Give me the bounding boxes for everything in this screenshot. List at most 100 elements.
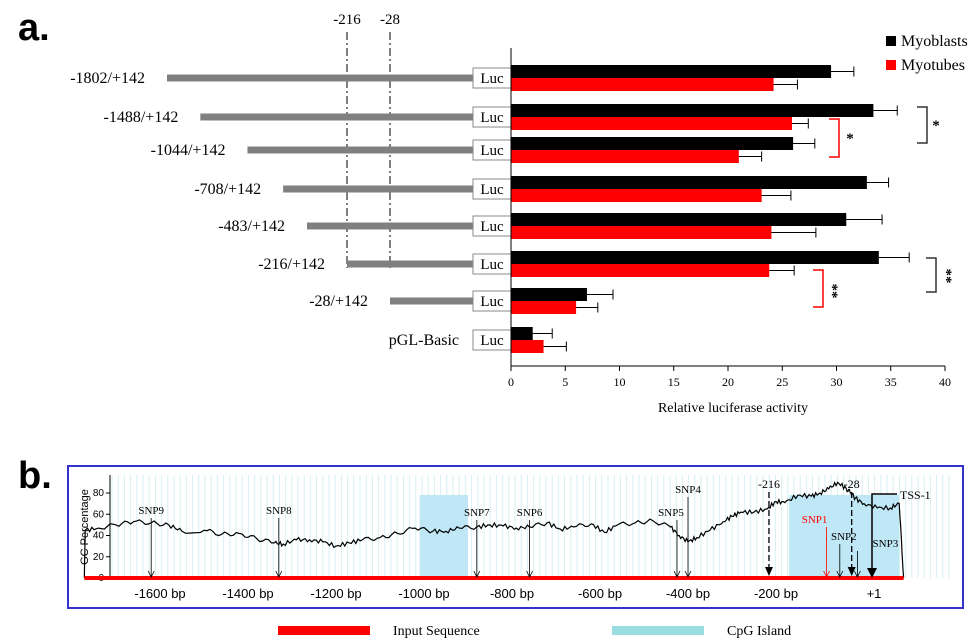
y-tick-label: 40 bbox=[93, 531, 105, 542]
legend-swatch bbox=[886, 60, 896, 70]
luc-label: Luc bbox=[480, 71, 504, 87]
bar-myoblasts bbox=[511, 65, 832, 78]
x-tick-label: 0 bbox=[508, 375, 514, 389]
snp-label: SNP7 bbox=[464, 507, 490, 519]
construct-label: -1488/+142 bbox=[104, 109, 179, 126]
snp-label: SNP1 bbox=[802, 514, 828, 526]
x-tick-label: 15 bbox=[668, 375, 680, 389]
legend-label: Myoblasts bbox=[901, 33, 968, 50]
y-tick-label: 60 bbox=[93, 509, 105, 520]
panel-a-label: a. bbox=[18, 7, 50, 49]
promoter-bar bbox=[200, 113, 473, 121]
construct-label: -483/+142 bbox=[218, 218, 285, 235]
legend-swatch bbox=[612, 626, 704, 635]
x-axis-title: Relative luciferase activity bbox=[658, 401, 808, 416]
construct-label: -1044/+142 bbox=[151, 142, 226, 159]
snp-label: SNP8 bbox=[266, 505, 292, 517]
legend-swatch bbox=[278, 626, 370, 635]
bar-myoblasts bbox=[511, 327, 533, 340]
y-axis-title: GC Percentage bbox=[79, 489, 91, 565]
promoter-bar bbox=[390, 297, 473, 305]
bar-myoblasts bbox=[511, 213, 847, 226]
snp-arrow bbox=[836, 570, 844, 578]
position-marker-label: -216 bbox=[758, 477, 780, 491]
snp-arrow bbox=[673, 570, 681, 578]
bar-myotubes bbox=[511, 78, 774, 91]
construct-label: -1802/+142 bbox=[70, 70, 145, 87]
snp-label: SNP3 bbox=[873, 538, 899, 550]
bar-myotubes bbox=[511, 340, 544, 353]
bar-myotubes bbox=[511, 189, 762, 202]
bar-myoblasts bbox=[511, 288, 587, 301]
luc-label: Luc bbox=[480, 333, 504, 349]
snp-arrow bbox=[275, 570, 283, 578]
luc-label: Luc bbox=[480, 110, 504, 126]
bar-myotubes bbox=[511, 226, 772, 239]
position-marker-label: -28 bbox=[844, 477, 860, 491]
snp-label: SNP5 bbox=[658, 507, 684, 519]
luc-label: Luc bbox=[480, 257, 504, 273]
x-tick-label: 5 bbox=[562, 375, 568, 389]
significance-bracket bbox=[829, 118, 840, 158]
promoter-bar bbox=[247, 146, 473, 154]
panel-b-label: b. bbox=[18, 455, 52, 497]
snp-label: SNP6 bbox=[517, 507, 543, 519]
cpg-island-region bbox=[789, 495, 900, 578]
snp-arrow bbox=[823, 570, 830, 578]
panel-a: -216 -28 -1802/+142 Luc -1488/+142 Luc -1044/+… bbox=[70, 12, 967, 416]
bar-myoblasts bbox=[511, 137, 794, 150]
snp-arrow bbox=[684, 570, 692, 578]
y-tick-label: 20 bbox=[93, 552, 105, 563]
bar-myotubes bbox=[511, 117, 793, 130]
tss-label: TSS-1 bbox=[900, 488, 931, 502]
x-tick-label: 35 bbox=[885, 375, 897, 389]
x-tick-label: 20 bbox=[722, 375, 734, 389]
tss-marker-line bbox=[871, 493, 897, 570]
luc-label: Luc bbox=[480, 219, 504, 235]
significance-mark: ** bbox=[824, 284, 840, 299]
snp-label: SNP4 bbox=[675, 484, 701, 496]
bar-myoblasts bbox=[511, 104, 874, 117]
significance-bracket bbox=[917, 106, 928, 144]
position-marker-arrowhead bbox=[847, 567, 856, 576]
x-tick-label: -200 bp bbox=[754, 586, 798, 601]
snp-arrow bbox=[526, 570, 533, 578]
significance-mark: * bbox=[846, 131, 854, 147]
significance-bracket bbox=[926, 257, 937, 293]
significance-mark: * bbox=[932, 118, 940, 134]
region-marker-label: -216 bbox=[333, 12, 361, 28]
x-tick-label: -600 bp bbox=[578, 586, 622, 601]
x-tick-label: +1 bbox=[867, 586, 882, 601]
promoter-bar bbox=[347, 260, 473, 268]
x-tick-label: 40 bbox=[939, 375, 951, 389]
luc-label: Luc bbox=[480, 182, 504, 198]
snp-label: SNP2 bbox=[831, 531, 857, 543]
significance-mark: ** bbox=[938, 269, 954, 284]
region-marker-label: -28 bbox=[380, 12, 400, 28]
x-tick-label: -1400 bp bbox=[222, 586, 273, 601]
x-tick-label: -1200 bp bbox=[310, 586, 361, 601]
snp-arrow bbox=[147, 570, 155, 578]
construct-label: -708/+142 bbox=[194, 181, 261, 198]
luc-label: Luc bbox=[480, 294, 504, 310]
luc-label: Luc bbox=[480, 143, 504, 159]
tss-arrowhead bbox=[867, 568, 877, 578]
bar-myotubes bbox=[511, 150, 739, 163]
x-tick-label: 25 bbox=[776, 375, 788, 389]
promoter-bar bbox=[307, 222, 473, 230]
bar-myotubes bbox=[511, 264, 770, 277]
promoter-bar bbox=[167, 74, 473, 82]
promoter-bar bbox=[283, 185, 473, 193]
construct-label: -28/+142 bbox=[309, 293, 368, 310]
x-tick-label: -800 bp bbox=[490, 586, 534, 601]
gc-percentage-line bbox=[83, 481, 905, 579]
x-tick-label: -1000 bp bbox=[398, 586, 449, 601]
y-tick-label: 80 bbox=[93, 488, 105, 499]
bar-myoblasts bbox=[511, 176, 867, 189]
bar-myotubes bbox=[511, 301, 577, 314]
snp-arrow bbox=[854, 570, 861, 578]
significance-bracket bbox=[813, 269, 824, 308]
x-tick-label: -1600 bp bbox=[134, 586, 185, 601]
legend-label: CpG Island bbox=[727, 624, 791, 639]
position-marker-arrowhead bbox=[764, 567, 773, 576]
